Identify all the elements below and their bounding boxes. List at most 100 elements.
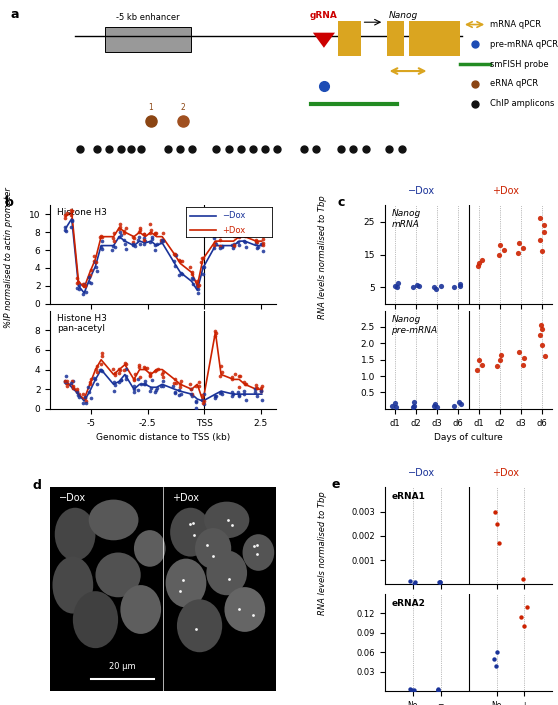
Point — [215, 370, 224, 381]
Ellipse shape — [166, 558, 206, 608]
Point — [95, 231, 104, 243]
Point — [252, 238, 261, 249]
Point — [536, 234, 545, 245]
Point — [90, 257, 99, 268]
Text: −Dox: −Dox — [408, 185, 435, 195]
Point — [235, 370, 244, 381]
Point — [176, 255, 185, 266]
Point — [436, 576, 445, 587]
Point — [84, 271, 93, 283]
Point — [217, 360, 225, 372]
Point — [215, 231, 224, 242]
Point — [97, 231, 106, 243]
Point — [228, 372, 237, 383]
Point — [73, 386, 82, 398]
Point — [148, 374, 157, 386]
Ellipse shape — [195, 528, 231, 569]
Point — [90, 374, 99, 385]
Point — [130, 386, 139, 398]
Point — [108, 240, 117, 252]
Point — [116, 219, 125, 230]
Point — [131, 369, 140, 380]
Point — [256, 385, 265, 396]
Point — [115, 363, 124, 374]
Point — [176, 379, 185, 390]
Point — [215, 240, 224, 252]
Point — [434, 683, 442, 694]
Point — [197, 256, 206, 267]
Point — [229, 243, 238, 254]
Point — [177, 388, 186, 400]
Point — [92, 261, 101, 272]
Point — [159, 227, 168, 238]
Text: eRNA2: eRNA2 — [392, 599, 425, 608]
Point — [409, 400, 418, 411]
Point — [230, 240, 239, 251]
Point — [540, 226, 549, 237]
Point — [492, 646, 501, 658]
Point — [496, 354, 504, 365]
Text: c: c — [338, 195, 345, 209]
Point — [209, 243, 218, 254]
Point — [136, 378, 145, 389]
Point — [151, 239, 160, 250]
Point — [96, 359, 105, 370]
Text: eRNA qPCR: eRNA qPCR — [490, 80, 538, 88]
Point — [146, 367, 155, 379]
Point — [388, 400, 397, 411]
Point — [97, 241, 105, 252]
Point — [110, 379, 119, 390]
Point — [229, 231, 238, 242]
Point — [110, 235, 119, 247]
Point — [158, 235, 167, 246]
Point — [224, 574, 233, 585]
Point — [239, 388, 248, 399]
Point — [84, 276, 93, 288]
Ellipse shape — [206, 551, 247, 595]
Point — [492, 361, 501, 372]
Bar — [338, 21, 360, 56]
Point — [218, 388, 227, 399]
Point — [456, 281, 465, 292]
Point — [85, 379, 94, 390]
Point — [73, 277, 82, 288]
Point — [86, 264, 95, 275]
Point — [145, 369, 154, 381]
Bar — [105, 27, 191, 52]
Point — [67, 375, 76, 386]
Point — [450, 282, 459, 293]
Point — [151, 227, 160, 238]
Point — [240, 235, 249, 247]
Point — [435, 577, 444, 588]
Point — [153, 364, 162, 375]
Point — [522, 601, 531, 613]
Point — [455, 278, 464, 290]
Point — [211, 328, 220, 339]
Point — [431, 398, 440, 410]
Point — [69, 383, 78, 394]
Point — [142, 363, 151, 374]
Point — [490, 506, 499, 517]
Point — [242, 241, 251, 252]
Point — [496, 239, 504, 250]
Point — [135, 222, 144, 233]
Point — [198, 253, 207, 264]
Point — [61, 376, 70, 388]
Point — [391, 280, 400, 291]
Point — [177, 268, 186, 279]
Point — [60, 224, 69, 235]
Text: RNA levels normalised to Tbp: RNA levels normalised to Tbp — [318, 195, 327, 319]
Point — [200, 398, 209, 409]
Point — [86, 393, 95, 404]
Point — [174, 389, 183, 400]
Point — [514, 346, 523, 357]
Point — [147, 231, 156, 243]
Point — [414, 281, 423, 292]
Point — [66, 377, 75, 388]
Point — [241, 236, 250, 247]
Point — [252, 379, 261, 391]
Point — [229, 388, 238, 399]
Point — [187, 269, 196, 280]
Point — [81, 279, 90, 290]
Point — [211, 237, 220, 248]
